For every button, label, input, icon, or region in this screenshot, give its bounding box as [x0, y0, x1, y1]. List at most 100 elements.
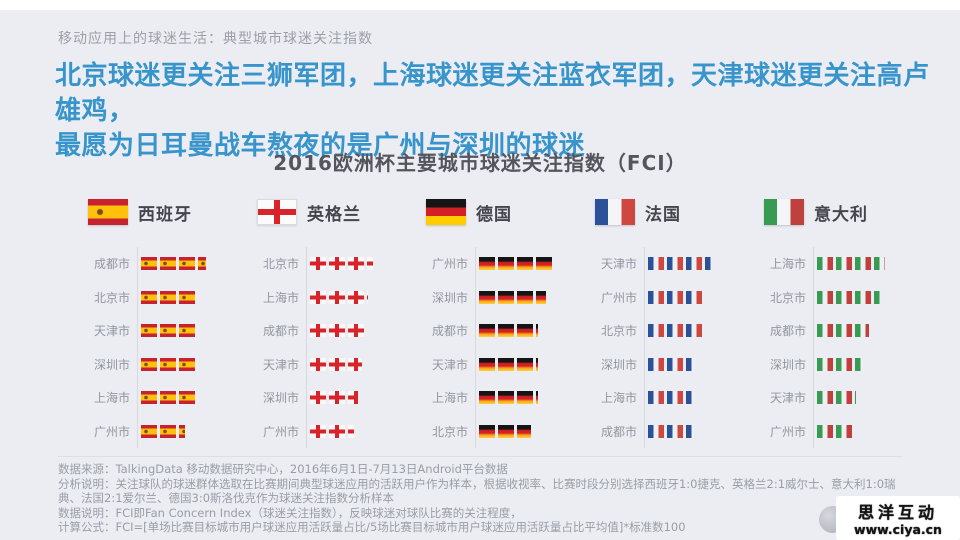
footnote-formula: 计算公式：FCI=[单场比赛目标城市用户球迷应用活跃量占比/5场比赛目标城市用户… [58, 520, 686, 534]
city-row: 北京市 [58, 280, 227, 314]
watermark-url: www.ciya.cn [854, 522, 942, 537]
chart-title: 2016欧洲杯主要城市球迷关注指数（FCI） [273, 151, 687, 175]
fci-flag-bar [479, 424, 531, 438]
city-row: 广州市 [396, 247, 565, 281]
bar-track [137, 381, 227, 415]
city-row: 天津市 [734, 381, 903, 415]
bar-track [644, 314, 734, 348]
city-label: 天津市 [262, 357, 299, 372]
city-label: 成都市 [431, 324, 468, 339]
city-row: 成都市 [227, 314, 396, 348]
fci-flag-bar [479, 324, 538, 338]
city-label: 深圳市 [262, 391, 299, 406]
fci-flag-bar [141, 290, 198, 304]
bar-track [475, 247, 565, 281]
bar-track [813, 247, 903, 281]
footnotes: 数据来源：TalkingData 移动数据研究中心，2016年6月1日-7月13… [58, 456, 903, 535]
fci-flag-bar [648, 290, 705, 304]
bar-track [813, 314, 903, 348]
fci-flag-bar [648, 357, 694, 371]
fci-flag-bar [648, 257, 712, 271]
city-label: 广州市 [431, 257, 468, 272]
bar-track [475, 314, 565, 348]
city-row: 上海市 [396, 381, 565, 415]
city-row: 深圳市 [58, 347, 227, 381]
country-header: 英格兰 [227, 190, 396, 234]
city-label: 广州市 [600, 290, 637, 305]
fci-flag-bar [817, 391, 856, 405]
headline-line1: 北京球迷更关注三狮军团，上海球迷更关注蓝衣军团，天津球迷更关注高卢雄鸡， [55, 61, 930, 126]
city-label: 北京市 [93, 290, 130, 305]
city-label: 成都市 [769, 324, 806, 339]
city-label: 北京市 [769, 290, 806, 305]
bar-track [137, 414, 227, 448]
country-column: 英格兰 北京市 上海市 成都市 天津市 深圳市 广州市 [227, 190, 396, 448]
bar-track [644, 280, 734, 314]
city-row: 天津市 [227, 347, 396, 381]
city-row: 成都市 [396, 314, 565, 348]
city-label: 上海市 [431, 391, 468, 406]
city-rows: 成都市 北京市 天津市 深圳市 上海市 广州市 [58, 247, 227, 448]
city-label: 广州市 [262, 424, 299, 439]
city-label: 天津市 [769, 391, 806, 406]
city-rows: 上海市 北京市 成都市 深圳市 天津市 广州市 [734, 247, 903, 448]
city-rows: 北京市 上海市 成都市 天津市 深圳市 广州市 [227, 247, 396, 448]
city-label: 成都市 [262, 324, 299, 339]
fci-flag-bar [648, 324, 705, 338]
city-row: 北京市 [227, 247, 396, 281]
city-label: 天津市 [600, 257, 637, 272]
fci-flag-bar [310, 424, 354, 438]
bar-track [306, 381, 396, 415]
city-label: 广州市 [769, 424, 806, 439]
city-row: 广州市 [58, 414, 227, 448]
fci-flag-bar [141, 324, 196, 338]
bar-track [306, 414, 396, 448]
headline-line2: 最愿为日耳曼战车熬夜的是广州与深圳的球迷 [55, 131, 586, 161]
fci-flag-bar [479, 357, 538, 371]
city-label: 深圳市 [600, 357, 637, 372]
fci-flag-bar [310, 290, 368, 304]
city-label: 广州市 [93, 424, 130, 439]
city-row: 天津市 [565, 247, 734, 281]
fci-flag-bar [141, 391, 195, 405]
city-row: 天津市 [396, 347, 565, 381]
top-strip [0, 0, 960, 10]
fci-flag-bar [310, 257, 373, 271]
city-label: 北京市 [262, 257, 299, 272]
italy-flag-icon [764, 199, 804, 225]
city-row: 广州市 [565, 280, 734, 314]
city-row: 北京市 [396, 414, 565, 448]
watermark: 思洋互动 www.ciya.cn [836, 496, 960, 540]
kicker-text: 移动应用上的球迷生活：典型城市球迷关注指数 [58, 31, 373, 47]
fci-flag-bar [648, 391, 694, 405]
bar-track [813, 381, 903, 415]
city-row: 上海市 [734, 247, 903, 281]
bar-track [644, 247, 734, 281]
city-label: 成都市 [93, 257, 130, 272]
bar-track [475, 381, 565, 415]
bar-track [137, 247, 227, 281]
country-column: 意大利 上海市 北京市 成都市 深圳市 天津市 广州市 [734, 190, 903, 448]
city-label: 成都市 [600, 424, 637, 439]
bar-track [306, 347, 396, 381]
country-label: 德国 [476, 204, 512, 225]
spain-flag-icon [88, 199, 128, 225]
fci-flag-bar [648, 424, 694, 438]
city-label: 北京市 [431, 424, 468, 439]
bar-track [306, 280, 396, 314]
city-row: 北京市 [565, 314, 734, 348]
city-row: 上海市 [227, 280, 396, 314]
city-label: 北京市 [600, 324, 637, 339]
fci-flag-bar [817, 290, 880, 304]
city-label: 上海市 [93, 391, 130, 406]
bar-track [475, 347, 565, 381]
city-label: 深圳市 [431, 290, 468, 305]
bar-track [813, 414, 903, 448]
bar-track [306, 314, 396, 348]
footnote-definition: 数据说明：FCI即Fan Concern Index（球迷关注指数），反映球迷对… [58, 505, 522, 520]
city-row: 广州市 [734, 414, 903, 448]
city-label: 上海市 [600, 391, 637, 406]
country-label: 英格兰 [307, 204, 361, 225]
country-column: 德国 广州市 深圳市 成都市 天津市 上海市 北京市 [396, 190, 565, 448]
country-header: 德国 [396, 190, 565, 234]
